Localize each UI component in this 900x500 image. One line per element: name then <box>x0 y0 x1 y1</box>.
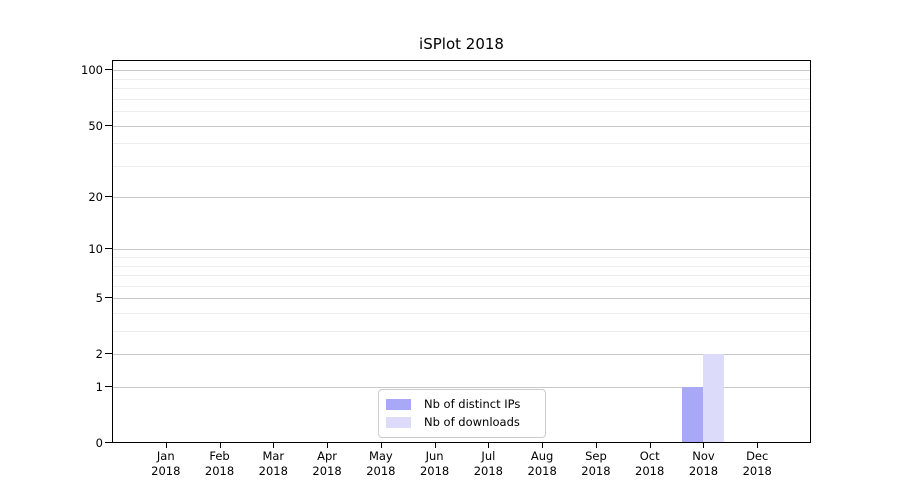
x-tick-year: 2018 <box>473 464 504 478</box>
plot-area <box>112 60 811 443</box>
y-tick-label: 5 <box>95 291 103 306</box>
x-tick-month: May <box>368 449 393 463</box>
gridline-minor <box>113 331 810 333</box>
x-tick <box>434 443 436 448</box>
x-tick-label: Aug 2018 <box>510 449 574 479</box>
x-tick-month: Jul <box>481 449 496 463</box>
x-tick-label: Nov 2018 <box>671 449 735 479</box>
y-tick-label: 50 <box>88 118 103 133</box>
x-tick-month: Jan <box>156 449 175 463</box>
x-tick-month: Nov <box>692 449 715 463</box>
y-tick <box>105 386 112 388</box>
gridline-major <box>113 298 810 300</box>
legend-label-distinct-ips: Nb of distinct IPs <box>424 397 521 411</box>
x-tick-month: Jun <box>425 449 444 463</box>
x-tick-year: 2018 <box>527 464 557 478</box>
gridline-minor <box>113 257 810 259</box>
y-tick-label: 20 <box>88 190 103 205</box>
gridline-minor <box>113 275 810 277</box>
y-tick-label: 0 <box>95 436 103 450</box>
x-tick-label: May 2018 <box>349 449 413 479</box>
x-tick-year: 2018 <box>635 464 665 478</box>
gridline-major <box>113 197 810 199</box>
x-tick-year: 2018 <box>688 464 719 478</box>
x-tick-month: Mar <box>262 449 285 463</box>
x-tick <box>595 443 597 448</box>
y-tick <box>105 124 112 126</box>
x-tick-label: Sep 2018 <box>564 449 628 479</box>
x-tick-year: 2018 <box>312 464 342 478</box>
x-tick-month: Dec <box>746 449 769 463</box>
gridline-minor <box>113 88 810 90</box>
y-tick-label: 100 <box>81 63 103 78</box>
x-tick <box>757 443 759 448</box>
x-tick-year: 2018 <box>581 464 611 478</box>
x-tick-year: 2018 <box>258 464 288 478</box>
y-tick-label: 1 <box>95 380 103 395</box>
x-tick <box>488 443 490 448</box>
bar-downloads <box>703 354 725 442</box>
gridline-minor <box>113 313 810 315</box>
x-tick-year: 2018 <box>419 464 450 478</box>
gridline-major <box>113 125 810 127</box>
gridline-minor <box>113 143 810 145</box>
x-tick-year: 2018 <box>204 464 235 478</box>
legend-swatch-distinct-ips <box>386 399 411 410</box>
x-tick-month: Aug <box>530 449 554 463</box>
legend-item-downloads: Nb of downloads <box>386 416 537 429</box>
x-tick-month: Apr <box>317 449 338 463</box>
x-tick <box>380 443 382 448</box>
y-tick <box>105 353 112 355</box>
x-tick <box>165 443 167 448</box>
legend-label-downloads: Nb of downloads <box>424 415 520 429</box>
x-tick-label: Jan 2018 <box>134 449 198 479</box>
gridline-minor <box>113 78 810 80</box>
x-tick-label: Mar 2018 <box>241 449 305 479</box>
x-tick-year: 2018 <box>742 464 772 478</box>
x-tick-label: Oct 2018 <box>618 449 682 479</box>
x-tick-label: Feb 2018 <box>188 449 252 479</box>
y-tick-label: 10 <box>88 242 103 257</box>
x-tick-label: Apr 2018 <box>295 449 359 479</box>
x-tick-label: Dec 2018 <box>725 449 789 479</box>
x-tick-month: Sep <box>585 449 607 463</box>
x-tick-year: 2018 <box>366 464 396 478</box>
x-tick-month: Oct <box>639 449 660 463</box>
gridline-major <box>113 387 810 389</box>
chart-title: iSPlot 2018 <box>419 35 504 53</box>
x-tick <box>542 443 544 448</box>
y-tick <box>105 196 112 198</box>
y-tick-label: 2 <box>95 347 103 362</box>
gridline-major <box>113 249 810 251</box>
gridline-major <box>113 354 810 356</box>
x-tick <box>649 443 651 448</box>
gridline-minor <box>113 111 810 113</box>
legend-item-distinct-ips: Nb of distinct IPs <box>386 398 537 411</box>
bar-distinct-ips <box>682 387 704 442</box>
x-tick-month: Feb <box>209 449 230 463</box>
x-tick <box>219 443 221 448</box>
x-tick-label: Jun 2018 <box>403 449 467 479</box>
x-tick <box>327 443 329 448</box>
x-tick-year: 2018 <box>151 464 181 478</box>
gridline-major <box>113 70 810 72</box>
y-tick <box>105 442 112 443</box>
x-tick <box>703 443 705 448</box>
y-tick <box>105 69 112 71</box>
gridline-minor <box>113 98 810 100</box>
gridline-minor <box>113 285 810 287</box>
y-tick <box>105 297 112 299</box>
gridline-minor <box>113 265 810 267</box>
gridline-minor <box>113 165 810 167</box>
legend-swatch-downloads <box>386 417 411 428</box>
legend: Nb of distinct IPs Nb of downloads <box>378 389 546 438</box>
y-tick <box>105 248 112 250</box>
x-tick-label: Jul 2018 <box>456 449 520 479</box>
x-tick <box>273 443 275 448</box>
